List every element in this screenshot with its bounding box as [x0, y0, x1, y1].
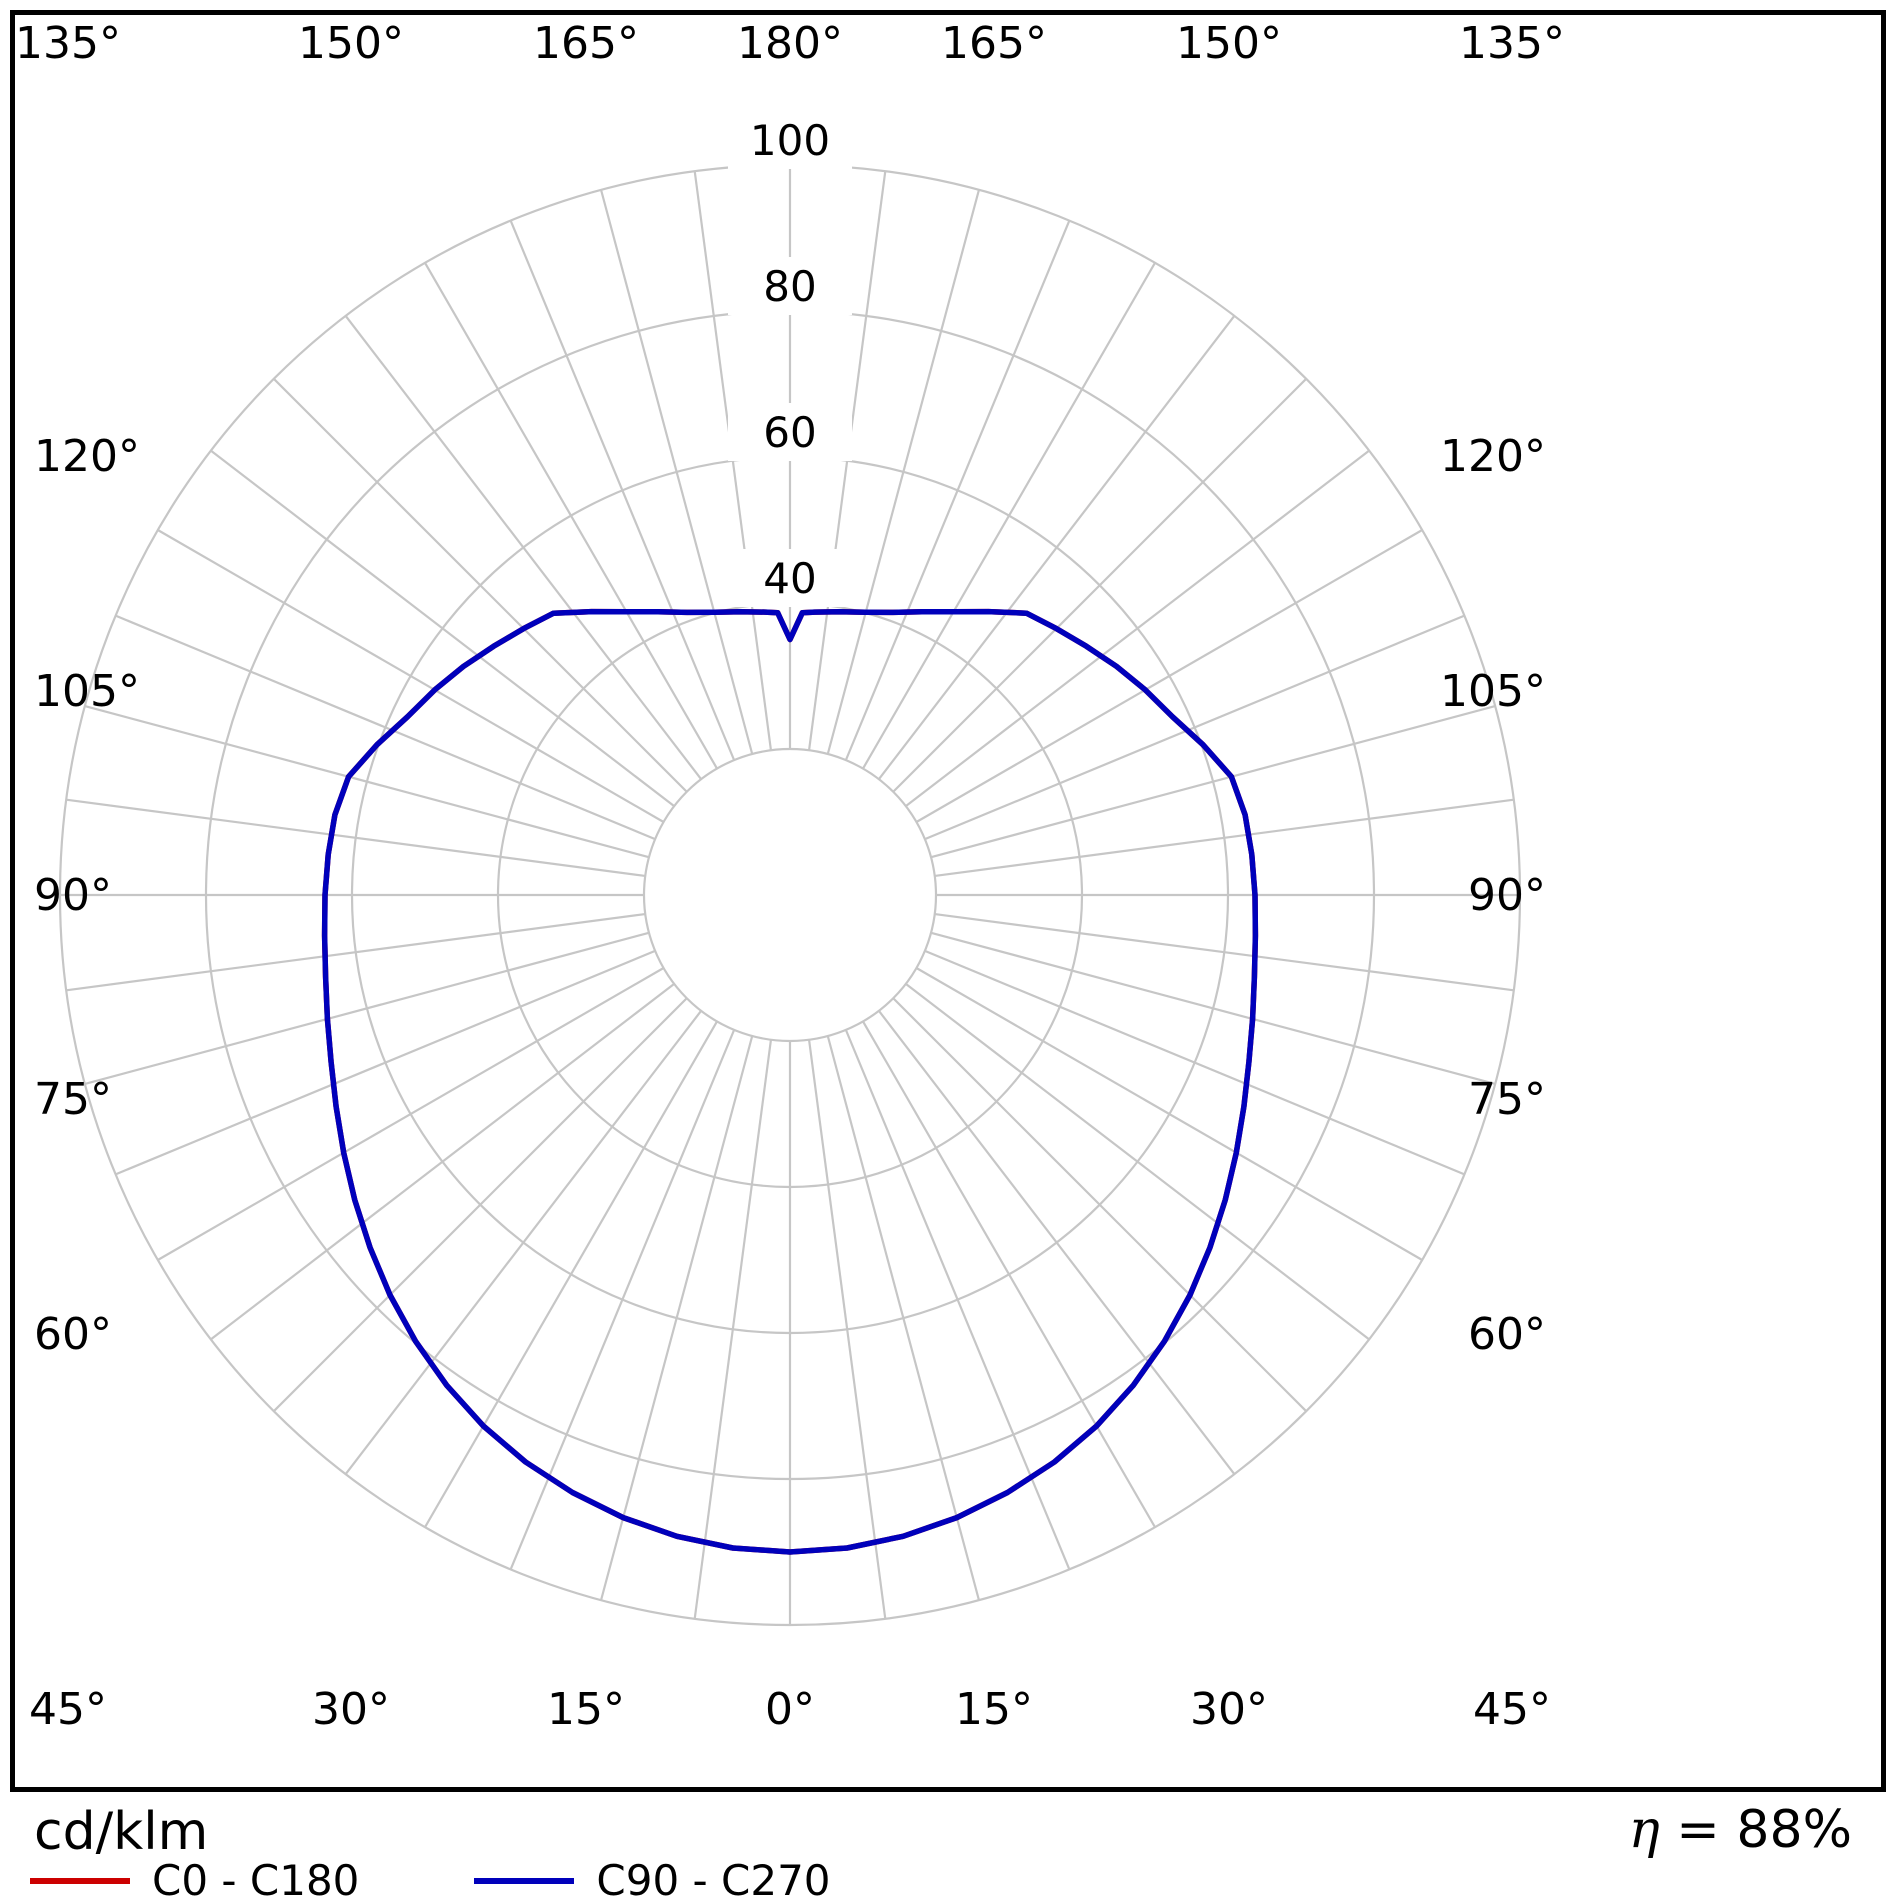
grid-spoke [344, 1010, 702, 1475]
radial-tick-labels: 40 60 80 100 [728, 111, 852, 607]
grid-spoke [930, 931, 1496, 1086]
angle-label: 150° [1176, 18, 1282, 69]
grid-spoke [844, 220, 1071, 761]
angle-label: 105° [34, 666, 140, 717]
angle-label: 120° [1440, 431, 1546, 482]
grid-spoke [157, 967, 665, 1261]
angle-label: 135° [15, 18, 121, 69]
legend: C0 - C180 C90 - C270 [30, 1856, 831, 1900]
grid-spoke [344, 315, 702, 780]
angle-label: 0° [765, 1684, 815, 1735]
polar-grid-spokes [60, 165, 1520, 1625]
grid-spoke [84, 704, 650, 859]
grid-spoke [157, 529, 665, 823]
grid-spoke [878, 315, 1236, 780]
grid-spoke [210, 449, 675, 807]
radial-tick-label: 40 [763, 554, 816, 603]
grid-spoke [66, 798, 646, 878]
intensity-curves [321, 608, 1259, 1555]
angle-label: 120° [34, 431, 140, 482]
legend-line-c90-c270 [474, 1877, 575, 1884]
grid-spoke [924, 614, 1465, 841]
grid-spoke [915, 967, 1423, 1261]
radial-tick-label: 60 [763, 408, 816, 457]
grid-spoke [826, 189, 981, 755]
grid-spoke [115, 614, 656, 841]
grid-spoke [599, 1035, 754, 1601]
grid-ring [642, 747, 938, 1043]
grid-spoke [693, 1039, 773, 1619]
grid-spoke [915, 529, 1423, 823]
grid-spoke [807, 1039, 887, 1619]
grid-spoke [934, 912, 1514, 992]
grid-spoke [273, 378, 688, 793]
grid-spoke [905, 983, 1370, 1341]
radial-tick-mask [728, 111, 852, 169]
angle-label: 105° [1440, 666, 1546, 717]
grid-spoke [115, 949, 656, 1176]
grid-spoke [934, 798, 1514, 878]
angle-label: 15° [547, 1684, 625, 1735]
grid-spoke [210, 983, 675, 1341]
radial-tick-label: 100 [750, 116, 830, 165]
grid-spoke [84, 931, 650, 1086]
angle-label: 135° [1459, 18, 1565, 69]
angle-label: 150° [298, 18, 404, 69]
angle-label: 60° [1468, 1309, 1546, 1360]
angle-label: 45° [1473, 1684, 1551, 1735]
angle-label: 90° [1468, 870, 1546, 921]
angle-label: 180° [737, 18, 843, 69]
radial-tick-mask [728, 549, 852, 607]
grid-spoke [862, 262, 1156, 770]
angle-label: 30° [1190, 1684, 1268, 1735]
angle-label: 30° [312, 1684, 390, 1735]
eta-symbol: η [1628, 1800, 1660, 1860]
angle-label: 165° [941, 18, 1047, 69]
angle-label: 45° [29, 1684, 107, 1735]
grid-spoke [509, 1029, 736, 1570]
grid-spoke [862, 1020, 1156, 1528]
efficiency-value: = 88% [1659, 1800, 1852, 1860]
legend-label-c0-c180: C0 - C180 [152, 1856, 360, 1900]
grid-spoke [844, 1029, 1071, 1570]
grid-spoke [930, 704, 1496, 859]
angle-label: 60° [34, 1309, 112, 1360]
grid-spoke [878, 1010, 1236, 1475]
unit-label: cd/klm [34, 1802, 209, 1862]
angle-label: 165° [533, 18, 639, 69]
legend-label-c90-c270: C90 - C270 [596, 1856, 831, 1900]
grid-spoke [892, 378, 1307, 793]
grid-spoke [424, 262, 718, 770]
radial-tick-label: 80 [763, 262, 816, 311]
radial-tick-mask [728, 403, 852, 461]
grid-spoke [826, 1035, 981, 1601]
legend-line-c0-c180 [30, 1877, 130, 1884]
angle-label: 75° [34, 1074, 112, 1125]
radial-tick-mask [728, 257, 852, 315]
angle-label: 15° [955, 1684, 1033, 1735]
grid-spoke [892, 997, 1307, 1412]
grid-spoke [924, 949, 1465, 1176]
grid-spoke [599, 189, 754, 755]
angle-labels: 180° 165° 165° 150° 150° 135° 135° 0° 15° 15° 30° 3… [15, 18, 1565, 1735]
angle-label: 75° [1468, 1074, 1546, 1125]
grid-spoke [509, 220, 736, 761]
angle-label: 90° [34, 870, 112, 921]
efficiency-label: η = 88% [1629, 1800, 1852, 1860]
grid-spoke [273, 997, 688, 1412]
grid-spoke [424, 1020, 718, 1528]
curve-c90-c270 [321, 608, 1259, 1555]
grid-spoke [66, 912, 646, 992]
grid-spoke [905, 449, 1370, 807]
